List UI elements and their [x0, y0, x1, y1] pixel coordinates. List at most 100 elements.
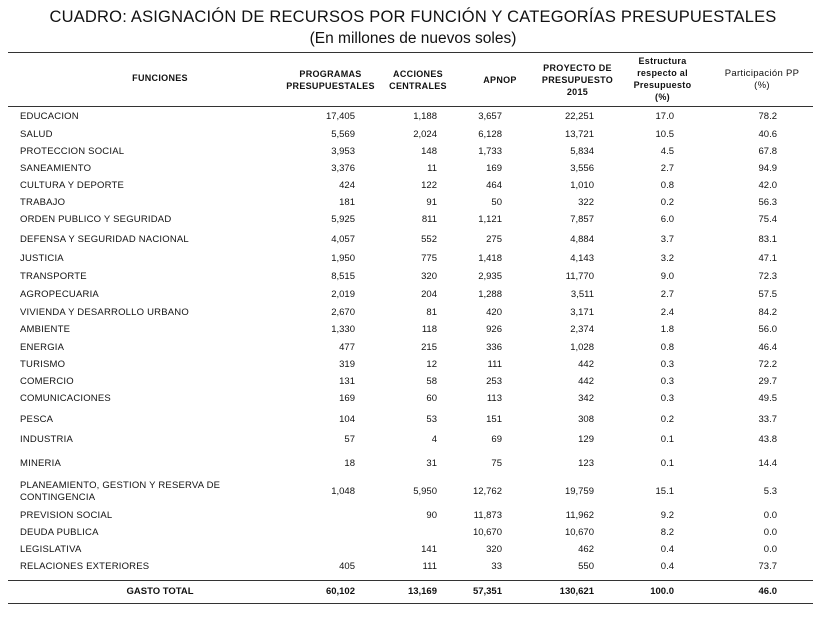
row-estructura-value: 0.3 — [660, 376, 674, 387]
total-label: GASTO TOTAL — [126, 586, 194, 597]
header-funciones: FUNCIONES — [132, 73, 188, 83]
row-proyecto-value: 442 — [578, 376, 594, 387]
row-estructura-value: 0.2 — [660, 197, 674, 208]
row-proyecto-value: 322 — [578, 197, 594, 208]
row-proyecto-value: 442 — [578, 359, 594, 370]
row-participacion-value: 75.4 — [758, 214, 778, 225]
row-proyecto-value: 19,759 — [564, 486, 594, 497]
row-proyecto-value: 5,834 — [570, 146, 594, 157]
header-line: PRESUPUESTO — [541, 75, 614, 85]
row-proyecto-value: 3,556 — [570, 163, 594, 174]
total-programas: 60,102 — [325, 586, 355, 597]
row-apnop-value: 1,121 — [478, 214, 502, 225]
row-participacion-value: 40.6 — [758, 129, 778, 140]
row-apnop-value: 33 — [491, 561, 502, 572]
row-participacion-value: 33.7 — [758, 414, 778, 425]
row-estructura-value: 10.5 — [655, 129, 675, 140]
row-proyecto-value: 1,010 — [570, 180, 594, 191]
row-participacion-value: 49.5 — [758, 393, 778, 404]
row-estructura-value: 3.2 — [660, 253, 674, 264]
row-acciones-value: 4 — [431, 434, 437, 445]
row-programas-value: 424 — [339, 180, 355, 191]
row-estructura-value: 0.1 — [660, 434, 674, 445]
row-participacion-value: 47.1 — [758, 253, 778, 264]
row-participacion-value: 5.3 — [763, 486, 777, 497]
row-function-name: JUSTICIA — [20, 253, 64, 264]
row-apnop-value: 69 — [491, 434, 502, 445]
row-acciones-value: 811 — [421, 214, 437, 225]
header-top-rule — [8, 52, 813, 53]
row-participacion-value: 83.1 — [758, 234, 778, 245]
row-estructura-value: 2.7 — [660, 289, 674, 300]
row-programas-value: 319 — [339, 359, 355, 370]
row-function-name: COMERCIO — [20, 376, 74, 387]
row-acciones-value: 118 — [421, 324, 437, 335]
header-line: APNOP — [483, 75, 517, 85]
row-proyecto-value: 308 — [578, 414, 594, 425]
row-acciones-value: 204 — [421, 289, 437, 300]
row-estructura-value: 9.2 — [660, 510, 674, 521]
row-apnop-value: 151 — [486, 414, 502, 425]
header-proyecto-presupuesto: PROYECTO DE PRESUPUESTO 2015 — [535, 62, 620, 98]
row-estructura-value: 6.0 — [660, 214, 674, 225]
total-acciones: 13,169 — [407, 586, 437, 597]
row-estructura-value: 2.4 — [660, 307, 674, 318]
row-acciones-value: 111 — [422, 561, 437, 572]
row-participacion-value: 46.4 — [758, 342, 778, 353]
row-programas-value: 1,950 — [331, 253, 355, 264]
header-line: Participación PP — [724, 68, 800, 79]
header-line: (%) — [655, 92, 670, 102]
row-estructura-value: 0.3 — [660, 359, 674, 370]
row-proyecto-value: 22,251 — [564, 111, 594, 122]
row-function-name: PROTECCION SOCIAL — [20, 146, 125, 157]
row-programas-value: 3,953 — [331, 146, 355, 157]
row-apnop-value: 1,418 — [478, 253, 502, 264]
row-proyecto-value: 4,143 — [570, 253, 594, 264]
row-estructura-value: 2.7 — [660, 163, 674, 174]
header-line: PROYECTO DE — [543, 63, 612, 73]
row-estructura-value: 0.8 — [660, 180, 674, 191]
row-acciones-value: 122 — [421, 180, 437, 191]
header-line: ACCIONES — [393, 69, 443, 79]
row-proyecto-value: 7,857 — [570, 214, 594, 225]
row-function-name: EDUCACION — [20, 111, 79, 122]
row-apnop-value: 111 — [487, 359, 502, 370]
row-programas-value: 5,569 — [331, 129, 355, 140]
row-participacion-value: 0.0 — [763, 544, 777, 555]
row-acciones-value: 91 — [426, 197, 437, 208]
row-apnop-value: 1,733 — [478, 146, 502, 157]
row-apnop-value: 275 — [486, 234, 502, 245]
row-programas-value: 8,515 — [331, 271, 355, 282]
row-proyecto-value: 13,721 — [564, 129, 594, 140]
row-acciones-value: 215 — [421, 342, 437, 353]
row-participacion-value: 94.9 — [758, 163, 778, 174]
row-function-name: INDUSTRIA — [20, 434, 73, 445]
row-function-name: SALUD — [20, 129, 53, 140]
header-estructura: Estructura respecto al Presupuesto (%) — [620, 55, 705, 103]
row-apnop-value: 926 — [486, 324, 502, 335]
row-acciones-value: 552 — [421, 234, 437, 245]
row-programas-value: 405 — [339, 561, 355, 572]
row-programas-value: 2,670 — [331, 307, 355, 318]
row-function-name: SANEAMIENTO — [20, 163, 92, 174]
table-title: CUADRO: ASIGNACIÓN DE RECURSOS POR FUNCI… — [49, 8, 777, 26]
row-function-name: PESCA — [20, 414, 54, 425]
row-programas-value: 1,330 — [331, 324, 355, 335]
header-line: Presupuesto — [633, 80, 692, 90]
row-acciones-value: 141 — [421, 544, 437, 555]
row-programas-value: 169 — [339, 393, 355, 404]
row-apnop-value: 1,288 — [478, 289, 502, 300]
header-bottom-rule — [8, 106, 813, 107]
row-acciones-value: 81 — [426, 307, 437, 318]
row-programas-value: 104 — [339, 414, 355, 425]
row-function-name: CULTURA Y DEPORTE — [20, 180, 125, 191]
row-function-name: TRANSPORTE — [20, 271, 87, 282]
header-programas-presupuestales: PROGRAMAS PRESUPUESTALES — [283, 68, 378, 92]
row-estructura-value: 1.8 — [660, 324, 674, 335]
row-proyecto-value: 342 — [578, 393, 594, 404]
header-line: PROGRAMAS — [299, 69, 362, 79]
row-apnop-value: 50 — [491, 197, 502, 208]
row-acciones-value: 5,950 — [413, 486, 437, 497]
row-programas-value: 1,048 — [331, 486, 355, 497]
row-programas-value: 477 — [339, 342, 355, 353]
